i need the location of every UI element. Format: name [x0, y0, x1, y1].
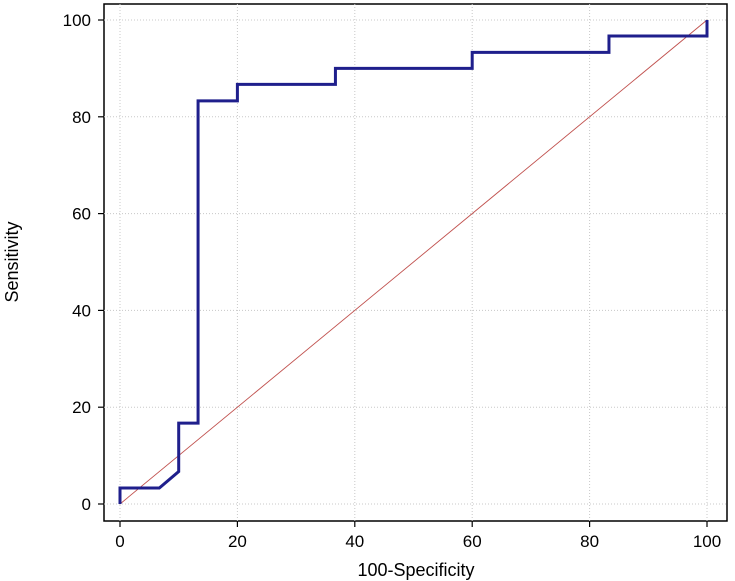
y-axis: 0 20 40 60 80 100: [63, 11, 104, 514]
reference-diagonal-line: [119, 19, 708, 505]
x-tick-label: 80: [580, 532, 599, 551]
y-tick-label: 40: [72, 301, 91, 320]
y-axis-title: Sensitivity: [2, 221, 22, 302]
y-tick-label: 80: [72, 108, 91, 127]
x-axis: 0 20 40 60 80 100: [115, 521, 721, 551]
series-layer: [118, 19, 709, 505]
y-tick-label: 100: [63, 11, 91, 30]
x-tick-label: 0: [115, 532, 124, 551]
y-tick-label: 0: [82, 495, 91, 514]
x-axis-title: 100-Specificity: [357, 560, 474, 580]
plot-frame: [103, 3, 728, 522]
x-tick-label: 60: [463, 532, 482, 551]
x-tick-label: 20: [228, 532, 247, 551]
grid-lines: [104, 4, 727, 521]
roc-curve: [118, 20, 709, 504]
y-tick-label: 20: [72, 398, 91, 417]
y-tick-label: 60: [72, 205, 91, 224]
x-tick-label: 40: [345, 532, 364, 551]
x-tick-label: 100: [693, 532, 721, 551]
